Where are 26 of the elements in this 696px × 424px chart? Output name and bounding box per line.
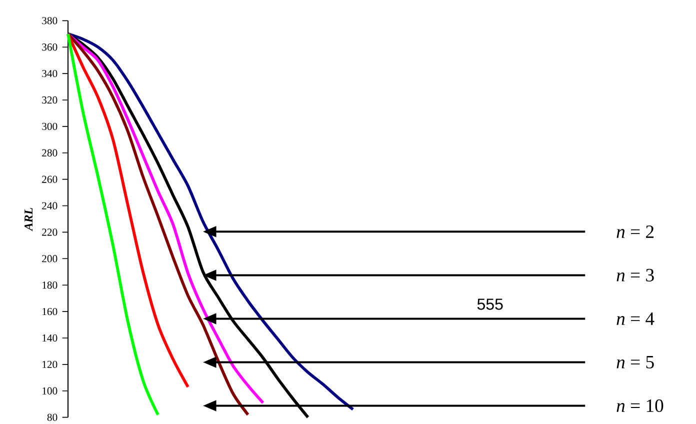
text: n = 10 (616, 399, 664, 412)
text: n = 4 (616, 312, 654, 325)
y-tick-label: 180 (42, 282, 58, 289)
line-series (66, 32, 160, 416)
y-tick-label: 100 (42, 387, 58, 394)
y-tick-label: 120 (42, 360, 58, 368)
y-tick-label: 320 (42, 96, 58, 104)
y-tick-label: 240 (42, 202, 58, 210)
line-series (66, 32, 354, 411)
text: n = 5 (616, 356, 654, 368)
y-tick-label: 140 (42, 334, 58, 342)
y-tick-label: 340 (42, 70, 58, 78)
y-tick-label: 200 (42, 255, 58, 262)
annotation: 555 (477, 298, 503, 310)
y-tick-label: 80 (47, 414, 58, 421)
y-tick-label: 380 (42, 17, 58, 24)
y-tick-label: 360 (42, 44, 58, 51)
line-series (66, 32, 190, 388)
y-tick-label: 300 (42, 122, 58, 130)
y-tick-label: 260 (42, 176, 58, 183)
y-tick-label: 280 (42, 149, 58, 156)
y-tick-label: 160 (42, 308, 58, 316)
text: n = 3 (616, 268, 654, 282)
text: n = 2 (616, 226, 654, 238)
y-tick-label: 220 (42, 228, 58, 236)
y-axis-title: ARL (24, 208, 32, 232)
